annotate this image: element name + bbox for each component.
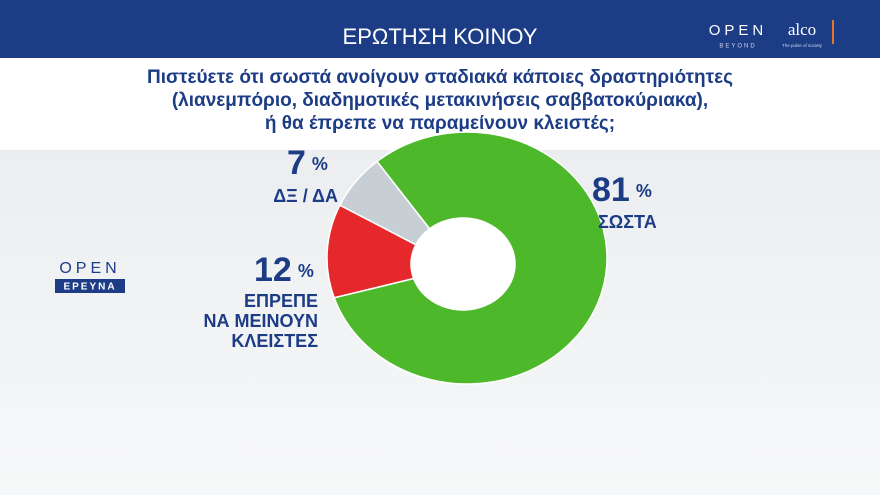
header-title: ΕΡΩΤΗΣΗ ΚΟΙΝΟΥ [343, 24, 538, 49]
value-label: 7% [287, 144, 328, 182]
side-label: ΕΡΕΥΝΑ [63, 282, 116, 293]
question-line: ή θα έπρεπε να παραμείνουν κλειστές; [265, 113, 615, 134]
value-number: 12 [254, 251, 292, 289]
alco-tagline: The pulse of society [782, 43, 823, 48]
value-label: 12% [254, 251, 314, 289]
category-label: ΕΠΡΕΠΕ [244, 291, 318, 311]
top-bar [0, 0, 880, 58]
beyond-logo: BEYOND [719, 44, 756, 50]
value-unit: % [312, 154, 328, 174]
value-unit: % [298, 261, 314, 281]
category-label: ΚΛΕΙΣΤΕΣ [231, 331, 318, 351]
logo-divider [832, 20, 834, 44]
alco-logo: alco [788, 20, 816, 39]
category-label: ΔΞ / ΔΑ [273, 186, 338, 206]
category-label: ΣΩΣΤΑ [598, 212, 657, 232]
value-label: 81% [592, 171, 652, 209]
value-number: 81 [592, 171, 630, 209]
side-label-box [55, 279, 125, 293]
open-logo: OPEN [709, 22, 768, 39]
question-line: (λιανεμπόριο, διαδημοτικές μετακινήσεις … [172, 90, 708, 111]
category-label: ΝΑ ΜΕΙΝΟΥΝ [203, 311, 318, 331]
question-line: Πιστεύετε ότι σωστά ανοίγουν σταδιακά κά… [147, 67, 733, 88]
value-unit: % [636, 181, 652, 201]
side-open-logo: OPEN [59, 260, 120, 277]
donut-hole [411, 218, 515, 310]
value-number: 7 [287, 144, 306, 182]
